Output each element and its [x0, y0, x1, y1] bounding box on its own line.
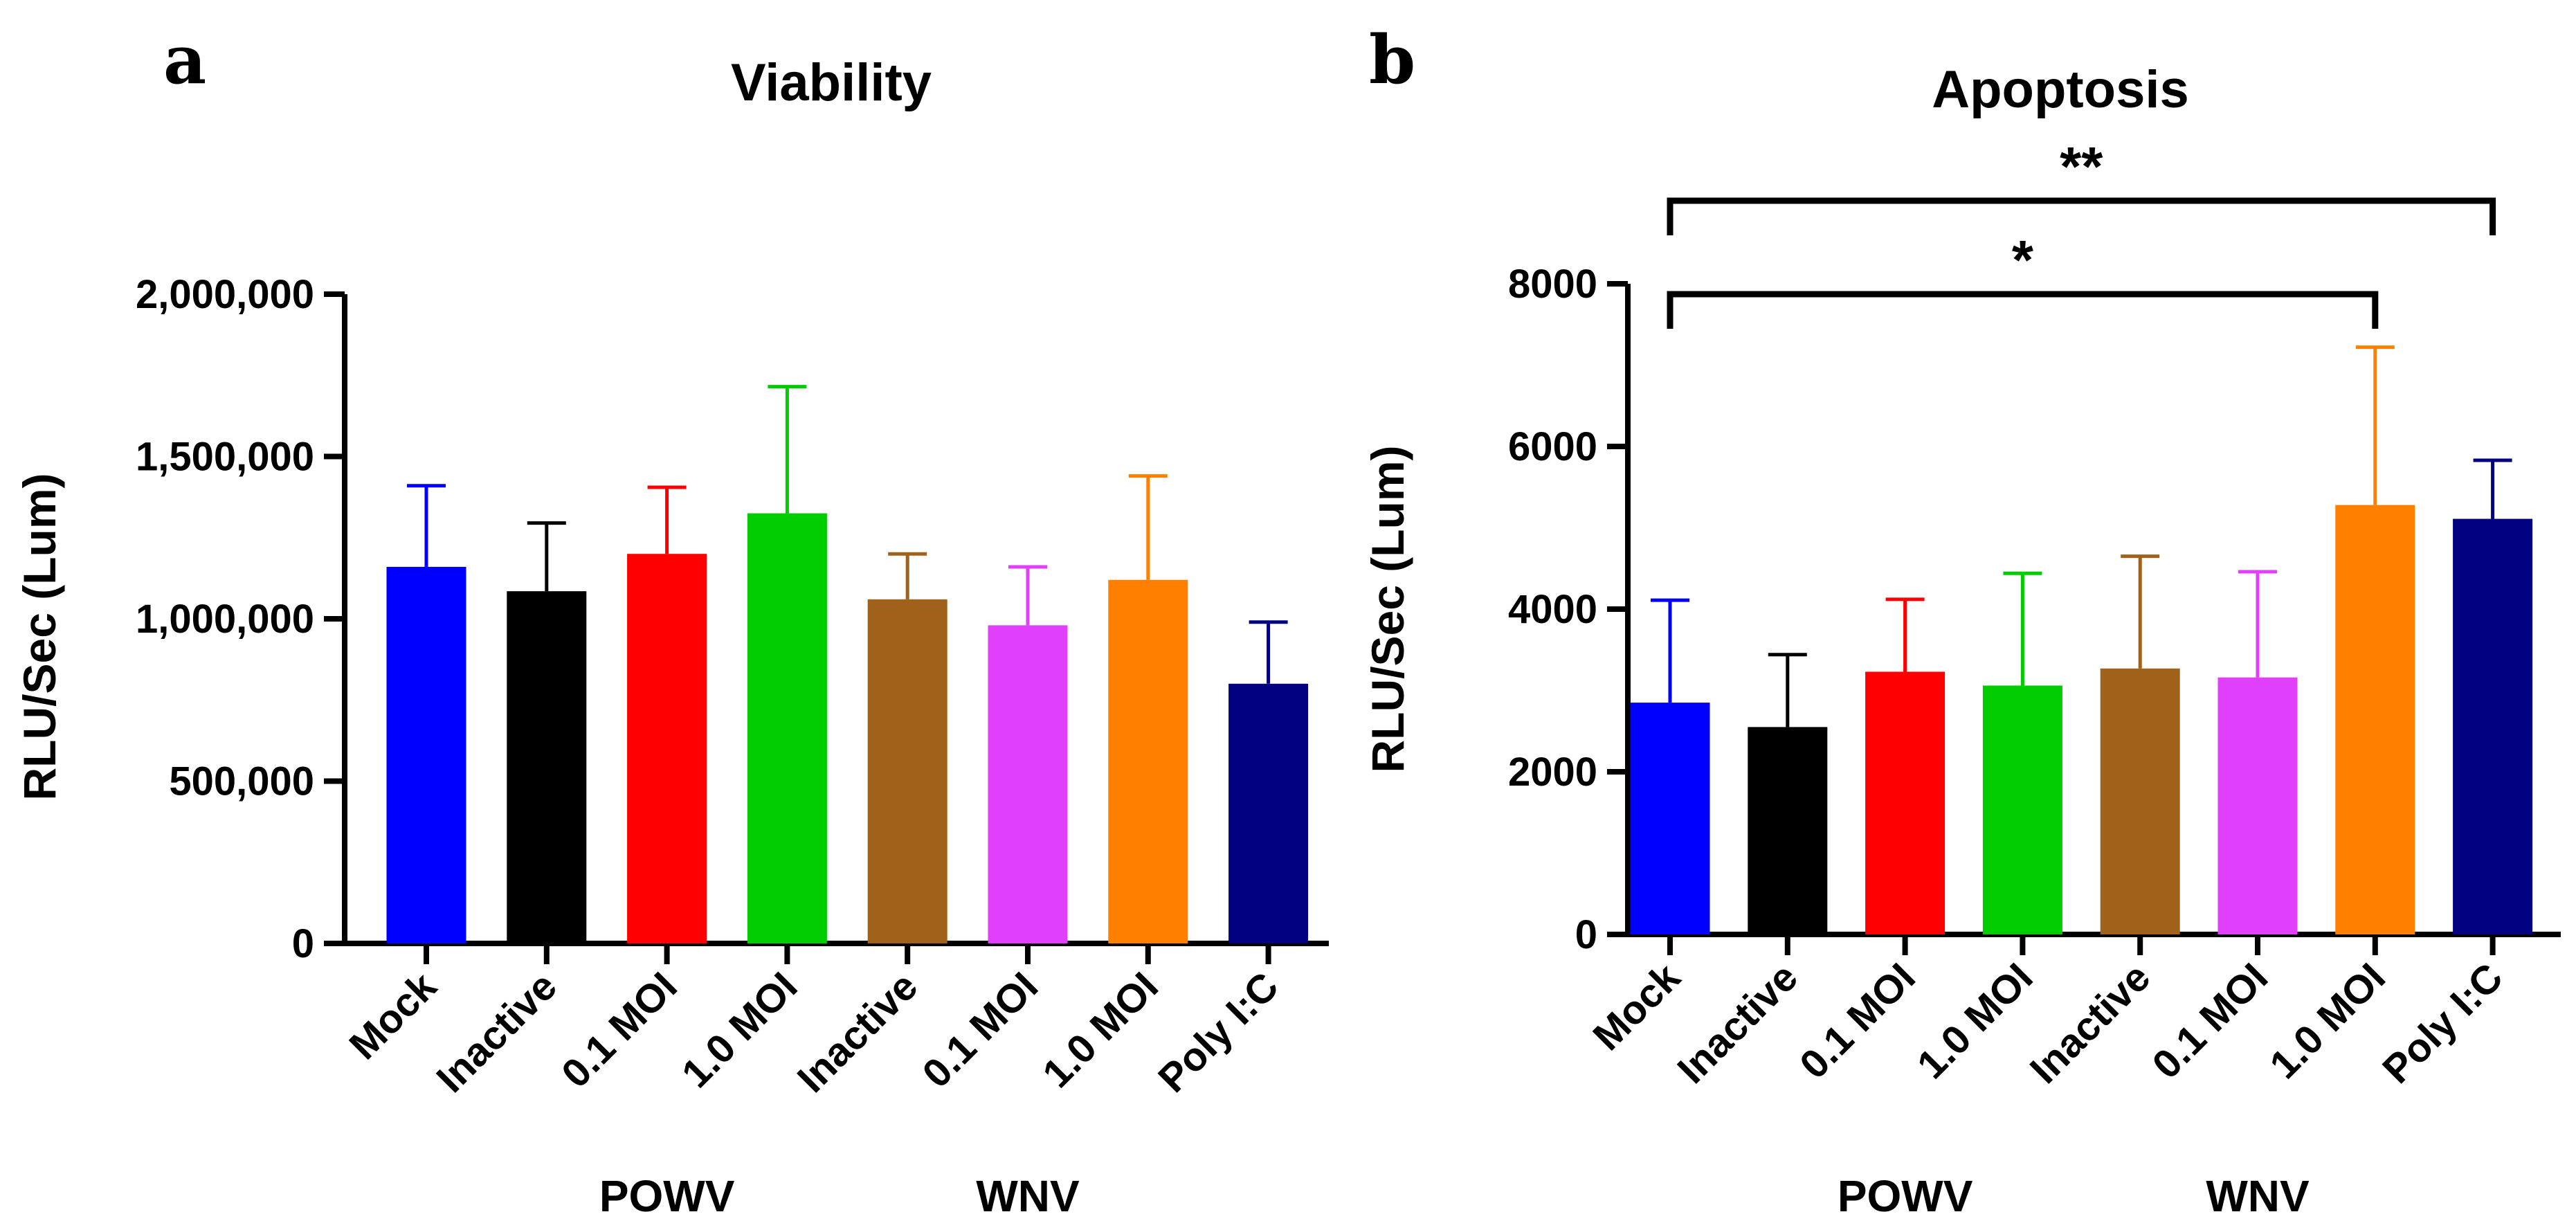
x-tick-label: Inactive [428, 964, 565, 1101]
x-tick-label: 0.1 MOI [914, 964, 1046, 1096]
x-tick-label: 0.1 MOI [553, 964, 686, 1096]
bar [386, 566, 466, 943]
y-tick-label: 8000 [1508, 262, 1597, 307]
y-tick-label: 1,500,000 [136, 435, 314, 480]
y-tick-label: 500,000 [169, 759, 314, 804]
y-tick-label: 2000 [1508, 750, 1597, 795]
bar [2217, 677, 2298, 934]
y-tick-label: 0 [1575, 912, 1597, 957]
significance-label: * [2012, 229, 2034, 291]
y-axis-label: RLU/Sec (Lum) [1362, 445, 1413, 772]
x-tick-label: 0.1 MOI [1791, 955, 1924, 1087]
bar [1982, 685, 2062, 934]
x-tick-label: Poly I:C [2374, 955, 2512, 1092]
significance-label: ** [2060, 136, 2103, 197]
bar [2100, 668, 2180, 934]
group-label: WNV [976, 1171, 1080, 1221]
bar [2453, 518, 2533, 934]
x-tick-label: Inactive [2022, 955, 2159, 1092]
x-tick-label: Poly I:C [1150, 964, 1287, 1101]
y-tick-label: 2,000,000 [136, 272, 314, 317]
bar [867, 599, 947, 943]
panel-a: a Viability RLU/Sec (Lum) 0 500,000 1,000,… [14, 21, 1329, 1221]
chart-title: Apoptosis [1932, 60, 2189, 119]
significance-bracket [1667, 197, 2496, 235]
y-tick-label: 0 [292, 921, 314, 966]
y-tick-label: 6000 [1508, 424, 1597, 469]
x-tick-label: 1.0 MOI [1034, 964, 1167, 1096]
panel-letter-b: b [1369, 21, 1415, 99]
x-tick-label: 1.0 MOI [2261, 955, 2394, 1087]
bar [988, 625, 1068, 943]
bar [507, 591, 587, 943]
panel-letter-a: a [163, 21, 206, 99]
x-tick-label: 1.0 MOI [673, 964, 806, 1096]
x-tick-label: Mock [341, 964, 445, 1068]
x-tick-label: Inactive [789, 964, 927, 1101]
bar [2335, 505, 2415, 934]
bar [1748, 727, 1828, 934]
bar [1108, 579, 1188, 943]
bar [747, 513, 827, 943]
panel-b: b Apoptosis RLU/Sec (Lum) 0 2000 4000 6000 8… [1362, 21, 2561, 1221]
x-tick-label: 0.1 MOI [2143, 955, 2276, 1087]
y-tick-label: 4000 [1508, 587, 1597, 632]
group-label: WNV [2206, 1171, 2310, 1221]
bar [1865, 671, 1945, 934]
bar [627, 554, 707, 943]
y-tick-label: 1,000,000 [136, 597, 314, 642]
significance-bracket [1667, 291, 2379, 329]
group-label: POWV [1838, 1171, 1973, 1221]
x-tick-label: 1.0 MOI [1909, 955, 2042, 1087]
x-tick-label: Inactive [1669, 955, 1806, 1092]
bar [1630, 703, 1710, 934]
chart-title: Viability [731, 53, 932, 112]
group-label: POWV [599, 1171, 735, 1221]
bar [1228, 683, 1309, 943]
y-axis-label: RLU/Sec (Lum) [14, 473, 65, 800]
x-tick-label: Mock [1584, 955, 1689, 1059]
